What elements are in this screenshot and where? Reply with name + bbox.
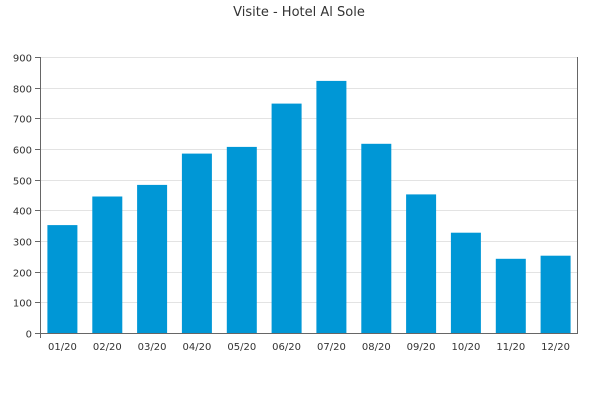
bar-01-20[interactable] — [47, 225, 78, 333]
y-tick-label: 300 — [13, 238, 32, 249]
x-tick-label: 12/20 — [541, 342, 570, 353]
x-tick-label: 02/20 — [93, 342, 122, 353]
bar-07-20[interactable] — [316, 80, 347, 334]
x-tick-label: 09/20 — [407, 342, 436, 353]
y-tick-label: 500 — [13, 177, 32, 188]
x-tick-label: 01/20 — [48, 342, 77, 353]
bar-02-20[interactable] — [92, 196, 123, 334]
axes — [35, 57, 578, 338]
y-tick-label: 800 — [13, 85, 32, 96]
bar-04-20[interactable] — [181, 153, 212, 333]
bars — [47, 80, 571, 334]
bar-11-20[interactable] — [495, 258, 526, 333]
bar-08-20[interactable] — [361, 143, 392, 333]
bar-06-20[interactable] — [271, 103, 302, 333]
x-tick-label: 10/20 — [451, 342, 480, 353]
bar-12-20[interactable] — [540, 255, 571, 333]
y-tick-label: 400 — [13, 207, 32, 218]
y-tick-label: 900 — [13, 54, 32, 65]
x-tick-label: 11/20 — [496, 342, 525, 353]
bar-10-20[interactable] — [450, 232, 481, 333]
y-tick-label: 100 — [13, 299, 32, 310]
bar-09-20[interactable] — [406, 194, 437, 333]
y-tick-label: 200 — [13, 269, 32, 280]
y-tick-label: 0 — [26, 330, 32, 341]
x-tick-label: 04/20 — [182, 342, 211, 353]
x-tick-label: 05/20 — [227, 342, 256, 353]
x-tick-label: 07/20 — [317, 342, 346, 353]
grid-lines — [40, 57, 578, 303]
chart-title: Visite - Hotel Al Sole — [233, 5, 365, 20]
x-tick-label: 06/20 — [272, 342, 301, 353]
x-axis-tick-labels: 01/20 02/20 03/20 04/20 05/20 06/20 07/20 08/20… — [48, 342, 570, 353]
bar-03-20[interactable] — [137, 184, 168, 333]
bar-05-20[interactable] — [226, 146, 257, 333]
y-tick-label: 600 — [13, 146, 32, 157]
x-tick-label: 03/20 — [138, 342, 167, 353]
y-tick-label: 700 — [13, 115, 32, 126]
y-axis-tick-labels: 0 100 200 300 400 500 600 700 800 900 — [13, 54, 32, 341]
x-tick-label: 08/20 — [362, 342, 391, 353]
